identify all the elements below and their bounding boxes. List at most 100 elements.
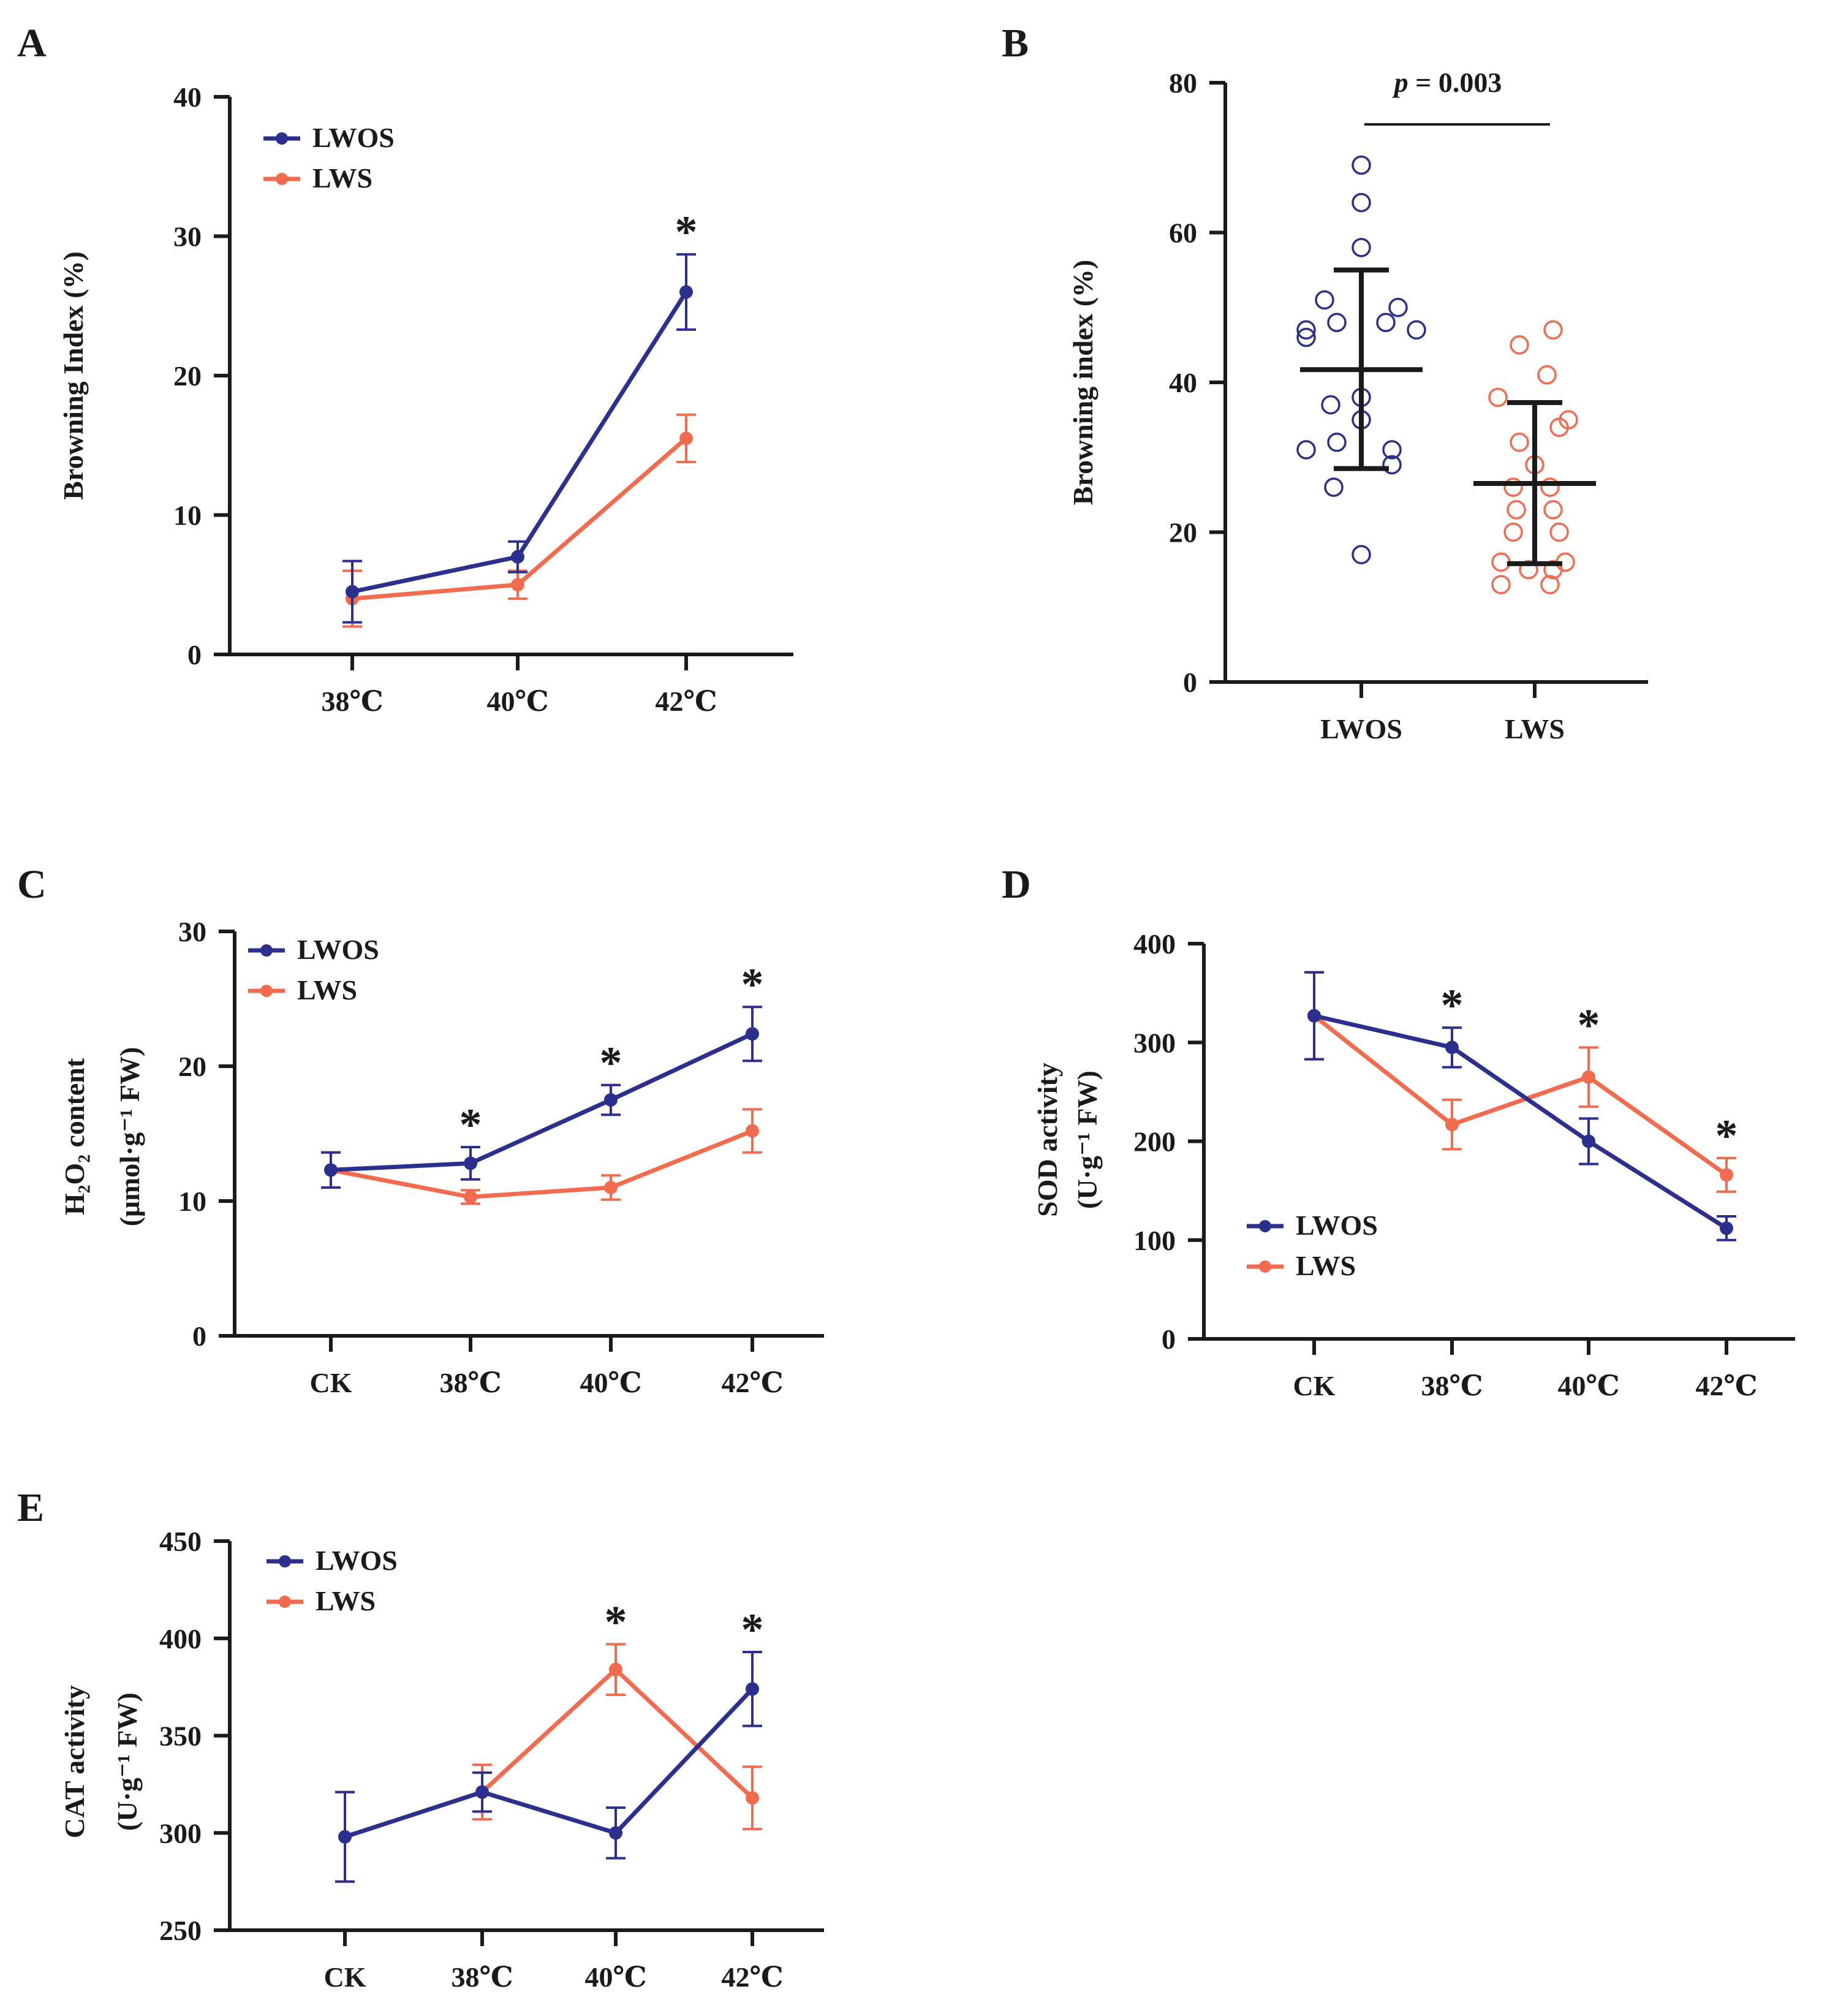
y-tick-label-A: 40 (173, 81, 202, 113)
legend-label-lwos-C: LWOS (297, 934, 379, 965)
y-tick-label-D: 100 (1133, 1225, 1176, 1256)
y-tick-label-B: 20 (1169, 517, 1197, 548)
significance-star-C: * (459, 1100, 482, 1150)
data-point-lws (1549, 522, 1569, 542)
data-point-lws-D (1582, 1070, 1595, 1084)
y-tick-label-D: 300 (1133, 1027, 1176, 1058)
data-point-lws-C (604, 1181, 618, 1194)
significance-star-D: * (1578, 1000, 1600, 1050)
significance-star-D: * (1715, 1111, 1738, 1161)
x-tick-label-E: 38℃ (451, 1961, 513, 1993)
data-point-lws (1507, 500, 1526, 520)
y-tick-label-C: 30 (178, 916, 206, 947)
y-tick-label-A: 0 (187, 639, 202, 670)
significance-star-E: * (605, 1597, 627, 1647)
y-tick-label-D: 200 (1133, 1126, 1176, 1158)
legend-marker-lws-E (279, 1596, 291, 1608)
y-tick-label-D: 0 (1162, 1324, 1176, 1355)
legend-label-lws-E: LWS (316, 1585, 376, 1616)
data-point-lwos-E (609, 1826, 622, 1840)
series-line-lwos-D (1314, 1014, 1728, 1230)
x-tick-label-D: 38℃ (1421, 1370, 1483, 1401)
y-axis-label2-C: (μmol·g⁻¹ FW) (114, 1047, 145, 1227)
legend-marker-lws-D (1259, 1260, 1271, 1273)
data-point-lwos-A (511, 550, 524, 564)
series-line-lws-A (352, 436, 688, 601)
data-point-lwos (1327, 313, 1347, 332)
data-point-lws-A (679, 431, 693, 445)
y-axis-label-A: Browning Index (%) (58, 251, 89, 500)
data-point-lwos (1382, 455, 1402, 475)
x-tick-label-D: CK (1293, 1370, 1336, 1401)
significance-star-A: * (675, 207, 698, 257)
data-point-lwos (1352, 192, 1371, 213)
x-tick-label-E: 40℃ (584, 1961, 646, 1993)
y-axis-label2-E: (U·g⁻¹ FW) (112, 1692, 143, 1831)
data-point-lws-E (746, 1791, 759, 1805)
y-axis-label-D: SOD activity (1032, 1063, 1063, 1217)
data-point-lws (1488, 387, 1508, 407)
legend-label-lws-D: LWS (1296, 1250, 1356, 1281)
panel-label-C: C (17, 862, 47, 907)
legend-marker-lws-A (276, 173, 288, 185)
y-tick-label-A: 20 (173, 360, 202, 392)
legend-marker-lwos-C (260, 944, 273, 957)
data-point-lwos-D (1445, 1040, 1459, 1055)
p-value-symbol: p (1392, 67, 1408, 98)
data-point-lws-D (1720, 1168, 1733, 1182)
data-point-lwos-D (1307, 1009, 1321, 1023)
data-point-lws (1543, 320, 1563, 340)
data-point-lwos (1407, 320, 1426, 340)
x-tick-label-C: 38℃ (439, 1367, 501, 1398)
legend-marker-lwos-A (276, 132, 288, 145)
panel-label-B: B (1002, 21, 1029, 66)
x-tick-label-A: 38℃ (321, 686, 383, 717)
data-point-lwos (1296, 320, 1316, 340)
data-point-lwos (1321, 395, 1340, 415)
data-point-lws (1540, 477, 1560, 497)
x-tick-label-A: 40℃ (486, 686, 548, 717)
p-value-annotation: p = 0.003 (1392, 67, 1502, 98)
legend-label-lwos-E: LWOS (316, 1545, 398, 1576)
significance-star-D: * (1441, 980, 1464, 1031)
data-point-lws (1540, 575, 1560, 594)
data-point-lws-A (511, 578, 524, 592)
y-tick-label-E: 300 (159, 1817, 202, 1849)
x-tick-label-D: 40℃ (1557, 1370, 1619, 1401)
data-point-lwos (1324, 477, 1344, 497)
data-point-lws (1510, 433, 1529, 452)
data-point-lws (1543, 559, 1563, 580)
data-point-lwos-D (1582, 1134, 1595, 1148)
y-tick-label-B: 0 (1183, 667, 1197, 698)
series-line-lwos-E (344, 1687, 754, 1839)
data-point-lwos-A (346, 585, 359, 599)
data-point-lwos-D (1720, 1221, 1733, 1235)
y-tick-label-C: 20 (178, 1051, 206, 1082)
y-tick-label-C: 0 (192, 1321, 206, 1352)
x-tick-label-E: CK (324, 1961, 366, 1993)
legend-label-lws-A: LWS (312, 162, 372, 194)
series-line-lwos-C (330, 1032, 754, 1172)
x-tick-label-B: LWOS (1320, 713, 1402, 745)
data-point-lwos-C (604, 1093, 618, 1107)
data-point-lws (1543, 500, 1563, 520)
data-point-lwos-C (324, 1163, 338, 1177)
p-value-text: = 0.003 (1408, 67, 1502, 98)
x-tick-label-B: LWS (1505, 713, 1565, 745)
data-point-lwos-E (338, 1830, 352, 1844)
data-point-lwos-E (475, 1785, 489, 1799)
data-point-lwos (1388, 298, 1408, 317)
y-axis-label-E: CAT activity (59, 1685, 90, 1838)
panel-label-E: E (17, 1485, 44, 1530)
y-tick-label-E: 450 (159, 1526, 202, 1557)
data-point-lws-C (464, 1190, 477, 1204)
data-point-lwos-C (464, 1156, 477, 1170)
y-tick-label-B: 40 (1169, 367, 1197, 398)
series-line-lws-C (330, 1129, 754, 1199)
series-line-lws-D (1312, 1014, 1728, 1177)
data-point-lwos-A (679, 285, 693, 299)
y-tick-label-E: 400 (159, 1623, 202, 1654)
y-tick-label-A: 10 (173, 500, 202, 531)
y-axis-label-C: H₂O₂ content (59, 1058, 90, 1215)
data-point-lwos (1376, 313, 1396, 332)
